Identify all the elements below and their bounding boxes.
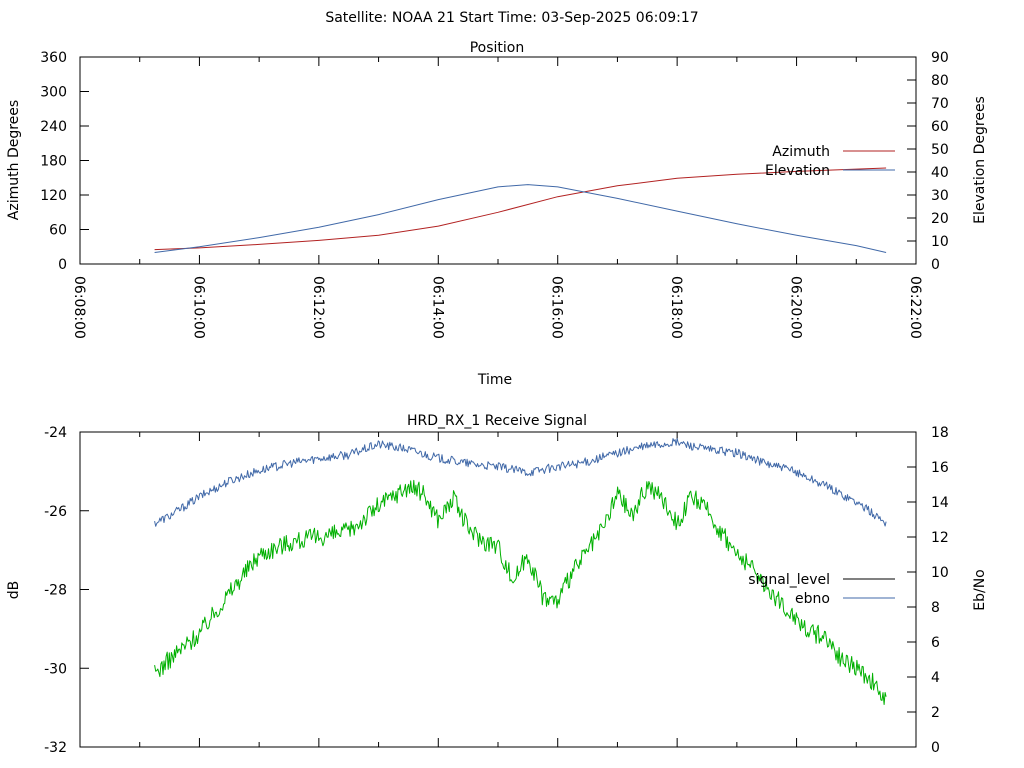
position-y2-axis-label: Elevation Degrees — [972, 96, 988, 224]
position-chart: Position 06:08:00 06:10:00 06:12:00 06:14:0… — [6, 40, 988, 388]
legend-label-azimuth: Azimuth — [772, 144, 830, 160]
receive-chart-title: HRD_RX_1 Receive Signal — [407, 413, 587, 429]
legend-label-signal-level: signal_level — [748, 572, 830, 588]
y2-tick-label: 2 — [931, 705, 940, 721]
y2-tick-label: 14 — [931, 495, 949, 511]
y2-tick-label: 50 — [931, 142, 949, 158]
azimuth-series-line — [154, 167, 887, 251]
x-tick-label: 06:10:00 — [190, 276, 206, 339]
y2-tick-label: 4 — [931, 670, 940, 686]
x-tick-label: 06:22:00 — [907, 276, 923, 339]
position-elevation-ticks: 0 10 20 30 40 50 60 70 80 90 — [907, 50, 949, 273]
unnamed-series-line — [154, 479, 887, 705]
y2-tick-label: 6 — [931, 635, 940, 651]
y2-tick-label: 20 — [931, 211, 949, 227]
y-tick-label: -28 — [44, 583, 67, 599]
position-plot-area — [79, 56, 917, 265]
receive-plot-area — [79, 431, 917, 748]
receive-ebno-ticks: 0 2 4 6 8 10 12 14 16 18 — [907, 425, 949, 756]
legend-label-elevation: Elevation — [765, 163, 830, 179]
y-tick-label: 0 — [58, 257, 67, 273]
y2-tick-label: 40 — [931, 165, 949, 181]
y2-tick-label: 8 — [931, 600, 940, 616]
receive-x-ticks — [139, 432, 857, 747]
y2-tick-label: 18 — [931, 425, 949, 441]
y-tick-label: -24 — [44, 425, 67, 441]
y-tick-label: 180 — [40, 154, 67, 170]
y2-tick-label: 12 — [931, 530, 949, 546]
y2-tick-label: 0 — [931, 740, 940, 756]
y2-tick-label: 80 — [931, 73, 949, 89]
position-x-ticks: 06:08:00 06:10:00 06:12:00 06:14:00 06:16:00… — [71, 57, 923, 339]
position-y-axis-label: Azimuth Degrees — [6, 100, 22, 220]
y-tick-label: 120 — [40, 188, 67, 204]
y2-tick-label: 70 — [931, 96, 949, 112]
receive-db-ticks: -24 -26 -28 -30 -32 — [44, 425, 89, 756]
y2-tick-label: 16 — [931, 460, 949, 476]
x-tick-label: 06:12:00 — [310, 276, 326, 339]
position-x-axis-label: Time — [477, 372, 512, 388]
y-tick-label: -32 — [44, 740, 67, 756]
position-azimuth-ticks: 0 60 120 180 240 300 360 — [40, 50, 89, 273]
y2-tick-label: 10 — [931, 234, 949, 250]
x-tick-label: 06:20:00 — [788, 276, 804, 339]
x-tick-label: 06:08:00 — [71, 276, 87, 339]
receive-y-axis-label: dB — [6, 581, 22, 600]
y-tick-label: 300 — [40, 85, 67, 101]
y-tick-label: 360 — [40, 50, 67, 66]
y2-tick-label: 0 — [931, 257, 940, 273]
page-title: Satellite: NOAA 21 Start Time: 03-Sep-20… — [325, 10, 698, 26]
receive-signal-chart: HRD_RX_1 Receive Signal -24-26-28-30-32 … — [6, 413, 988, 756]
position-legend: Azimuth Elevation — [765, 144, 895, 179]
x-tick-label: 06:18:00 — [668, 276, 684, 339]
x-tick-label: 06:16:00 — [549, 276, 565, 339]
y2-tick-label: 10 — [931, 565, 949, 581]
y2-tick-label: 60 — [931, 119, 949, 135]
ebno-series-line — [154, 438, 887, 527]
legend-label-ebno: ebno — [795, 591, 830, 607]
y2-tick-label: 90 — [931, 50, 949, 66]
y-tick-label: 240 — [40, 119, 67, 135]
x-tick-label: 06:14:00 — [429, 276, 445, 339]
position-series — [154, 167, 887, 253]
y-tick-label: -30 — [44, 661, 67, 677]
y-tick-label: -26 — [44, 504, 67, 520]
receive-series — [154, 438, 887, 705]
receive-y2-axis-label: Eb/No — [972, 569, 988, 611]
elevation-series-line — [154, 184, 887, 253]
y-tick-label: 60 — [49, 223, 67, 239]
receive-legend: signal_level ebno — [748, 572, 895, 607]
position-chart-title: Position — [470, 40, 525, 56]
y2-tick-label: 30 — [931, 188, 949, 204]
